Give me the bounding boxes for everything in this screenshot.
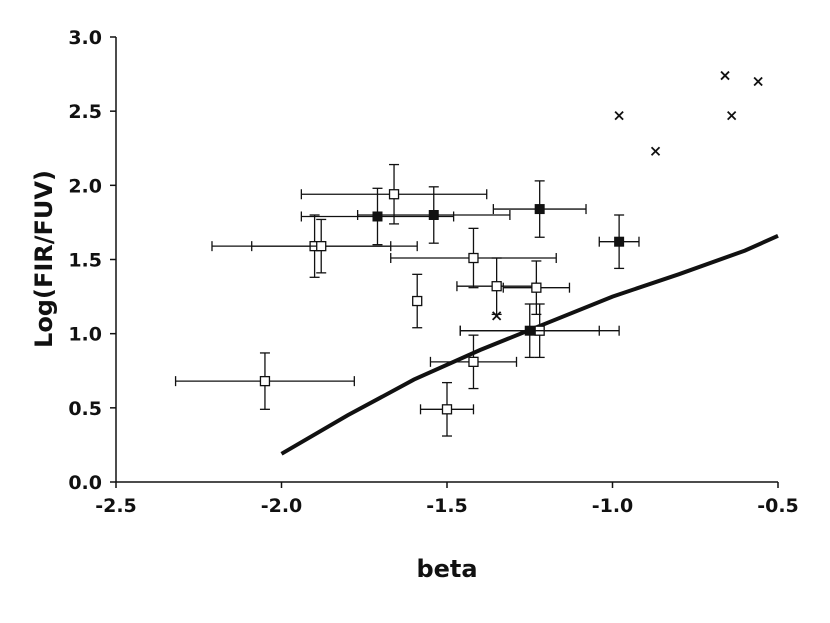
open-square-point: [259, 375, 271, 387]
filled-square-point: [524, 325, 535, 336]
x-tick-label-1: -2.0: [261, 495, 303, 517]
x-tick-label-0: -2.5: [95, 495, 137, 517]
y-tick-label-5: 2.5: [68, 101, 102, 123]
model-curve: [280, 233, 779, 456]
open-square-point: [441, 404, 453, 415]
y-tick-label-0: 0.0: [68, 472, 102, 494]
filled-square-point: [372, 211, 383, 222]
cross-stroke: [650, 146, 661, 156]
open-square-point: [468, 252, 479, 264]
cross-point: [720, 70, 730, 81]
open-square-point: [388, 189, 400, 200]
y-tick-label-1: 0.5: [68, 398, 102, 420]
open-square-point: [491, 281, 502, 292]
y-tick-label-4: 2.0: [68, 175, 102, 197]
open-square-point: [468, 356, 479, 368]
cross-stroke: [720, 70, 730, 81]
open-square-point: [531, 282, 542, 293]
y-tick-label-2: 1.0: [68, 324, 102, 346]
cross-point: [753, 76, 763, 87]
y-axis-title: Log(FIR/FUV): [30, 170, 58, 348]
open-square-point: [316, 240, 327, 252]
cross-point: [492, 311, 502, 321]
cross-stroke: [614, 110, 624, 121]
y-tick-label-6: 3.0: [68, 27, 102, 49]
cross-stroke: [753, 76, 763, 87]
x-tick-label-2: -1.5: [426, 495, 468, 517]
x-tick-label-3: -1.0: [592, 495, 634, 517]
x-tick-label-4: -0.5: [757, 495, 799, 517]
plot-area: 0.0 0.5 1.0 1.5 2.0 2.5 3.0 -2.5 -2.0 -1.5 -1.0 -0.…: [68, 27, 798, 517]
open-square-point: [412, 295, 423, 307]
filled-square-point: [534, 204, 545, 215]
cross-point: [650, 146, 661, 156]
y-tick-label-3: 1.5: [68, 250, 102, 272]
cross-point: [614, 110, 624, 121]
filled-square-point: [428, 210, 439, 220]
x-axis-title: beta: [416, 555, 477, 583]
cross-stroke: [727, 110, 737, 121]
cross-point: [727, 110, 737, 121]
cross-stroke: [492, 311, 502, 321]
filled-square-point: [614, 236, 625, 247]
